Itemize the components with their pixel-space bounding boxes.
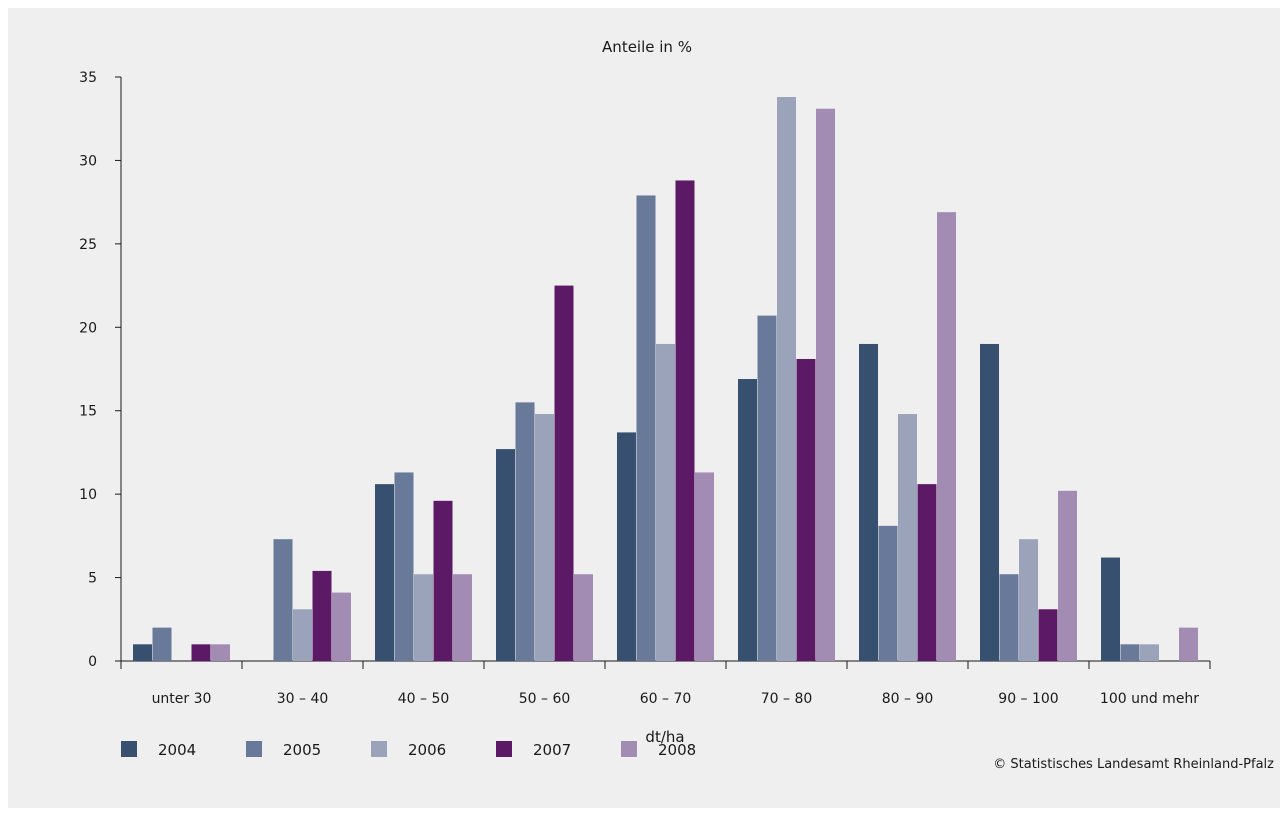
bar-2004 [375, 484, 394, 661]
bar-2006 [656, 343, 675, 661]
bar-2008 [816, 108, 835, 661]
bars [133, 97, 1198, 662]
x-tick-label: unter 30 [152, 691, 212, 707]
y-tick-label: 30 [79, 153, 97, 169]
bar-2007 [796, 358, 816, 661]
y-tick-label: 25 [79, 237, 97, 253]
bar-2005 [999, 574, 1019, 661]
bar-2007 [675, 180, 695, 662]
bar-2006 [535, 414, 554, 661]
x-tick-label: 50 – 60 [519, 691, 571, 707]
bar-2007 [917, 484, 937, 661]
y-tick-label: 0 [88, 654, 97, 670]
bar-2005 [757, 315, 777, 661]
legend-swatch-2004 [121, 741, 137, 757]
bar-2004 [496, 449, 515, 661]
legend-swatch-2008 [621, 741, 637, 757]
bar-2007 [191, 644, 211, 661]
y-tick-label: 10 [79, 487, 97, 503]
bar-2008 [695, 472, 714, 661]
bar-2006 [414, 574, 433, 661]
y-tick-label: 5 [88, 571, 97, 587]
legend-label: 2004 [158, 741, 196, 759]
bar-2008 [453, 574, 472, 661]
bar-2005 [1120, 644, 1140, 661]
legend-label: 2007 [533, 741, 571, 759]
bar-2005 [152, 627, 172, 661]
legend-swatch-2007 [496, 741, 512, 757]
bar-2005 [273, 539, 293, 661]
bar-2007 [1038, 609, 1058, 661]
bar-2007 [312, 570, 332, 661]
bar-2007 [554, 285, 574, 661]
x-tick-label: 90 – 100 [998, 691, 1058, 707]
bar-2008 [332, 592, 351, 661]
bar-2008 [1058, 490, 1077, 661]
bar-2004 [1101, 557, 1120, 661]
legend-label: 2006 [408, 741, 446, 759]
copyright-note: © Statistisches Landesamt Rheinland-Pfal… [993, 757, 1274, 772]
bar-2008 [937, 212, 956, 661]
legend-label: 2005 [283, 741, 321, 759]
bar-2005 [394, 472, 414, 661]
bar-2008 [211, 644, 230, 661]
axes: 0 5 10 15 20 25 30 35 unter 30 30 – 40 40 – 50 50 –… [79, 70, 1211, 707]
bar-2004 [980, 343, 999, 661]
x-tick-label: 60 – 70 [640, 691, 692, 707]
bar-2004 [617, 432, 636, 661]
x-axis-label: dt/ha [645, 728, 684, 746]
bar-2006 [1140, 644, 1159, 661]
legend-swatch-2006 [371, 741, 387, 757]
x-tick-label: 40 – 50 [398, 691, 450, 707]
bar-2005 [636, 195, 656, 661]
chart-title: Anteile in % [602, 38, 692, 56]
bar-2007 [433, 500, 453, 661]
x-tick-label: 30 – 40 [277, 691, 329, 707]
bar-2008 [574, 574, 593, 661]
bar-2005 [515, 402, 535, 661]
bar-2005 [878, 525, 898, 661]
legend-label: 2008 [658, 741, 696, 759]
bar-2006 [293, 609, 312, 661]
y-tick-label: 15 [79, 404, 97, 420]
legend-swatch-2005 [246, 741, 262, 757]
bar-2006 [898, 414, 917, 661]
y-tick-label: 35 [79, 70, 97, 86]
bar-2006 [1019, 539, 1038, 661]
bar-2004 [859, 343, 878, 661]
bar-2004 [133, 644, 152, 661]
legend: 2004 2005 2006 2007 2008 [121, 741, 696, 759]
x-tick-label: 100 und mehr [1100, 691, 1199, 707]
y-tick-label: 20 [79, 320, 97, 336]
bar-2004 [738, 379, 757, 661]
bar-2006 [777, 97, 796, 662]
bar-2008 [1179, 627, 1198, 661]
x-tick-label: 80 – 90 [882, 691, 934, 707]
x-tick-label: 70 – 80 [761, 691, 813, 707]
